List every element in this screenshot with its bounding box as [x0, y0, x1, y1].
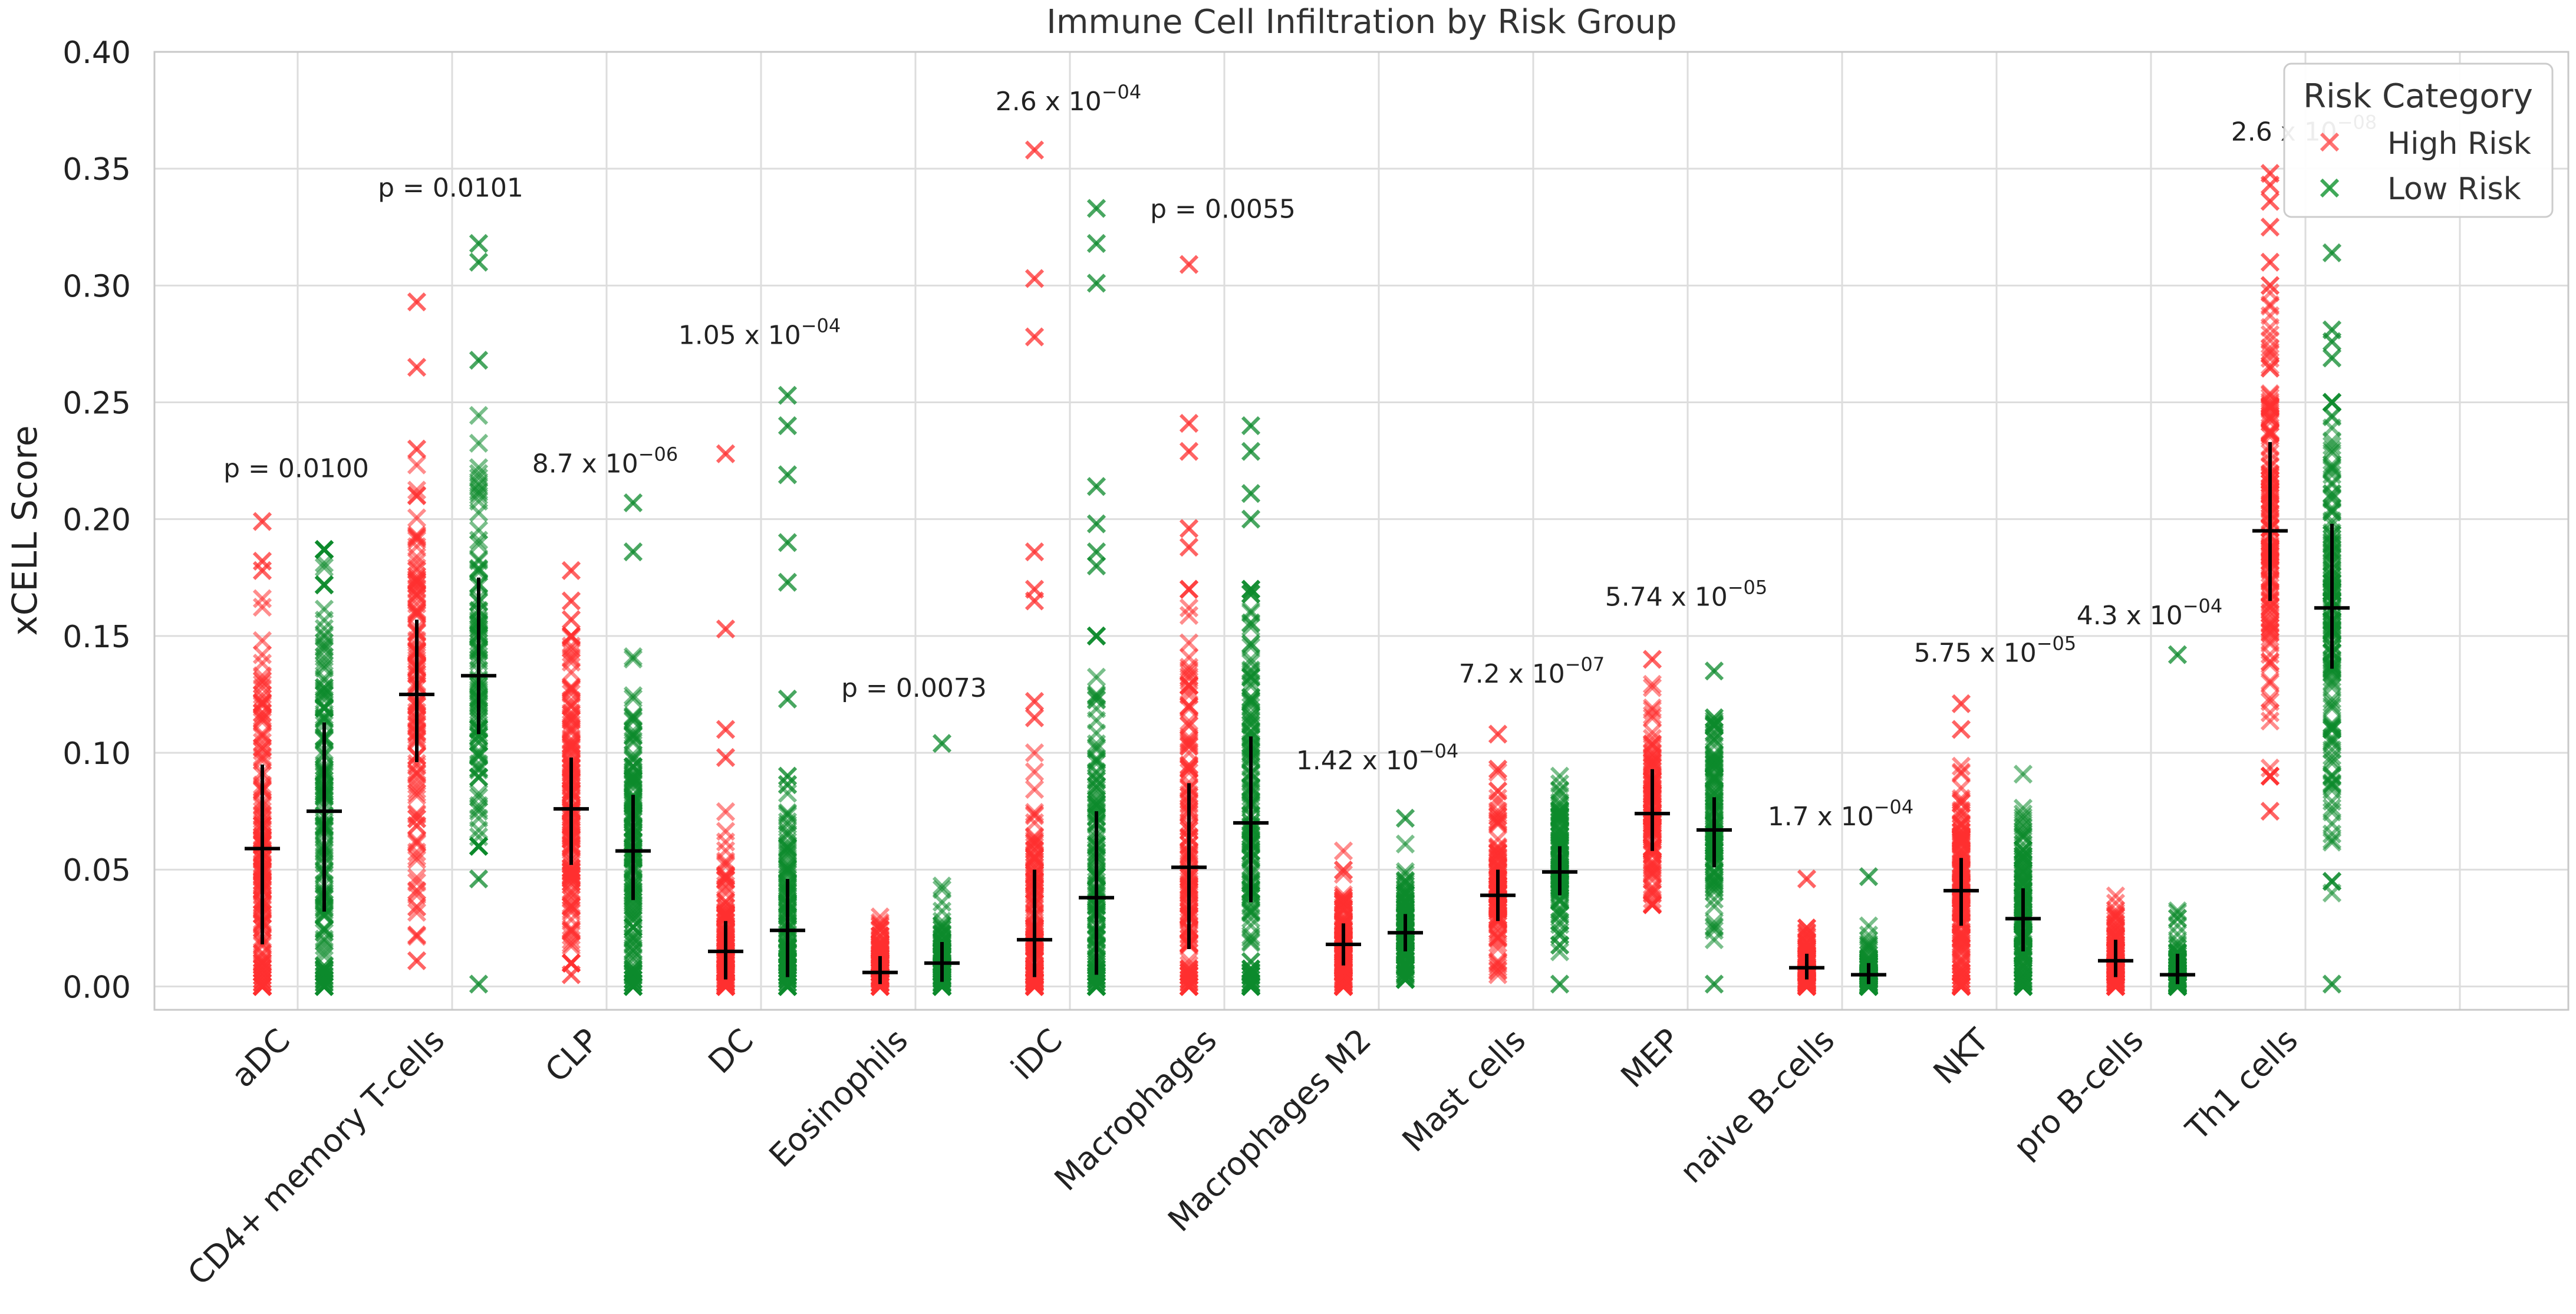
immune-infiltration-chart: p = 0.0100p = 0.01018.7 x 10−061.05 x 10… [0, 0, 2576, 1312]
chart-container: p = 0.0100p = 0.01018.7 x 10−061.05 x 10… [0, 0, 2576, 1312]
